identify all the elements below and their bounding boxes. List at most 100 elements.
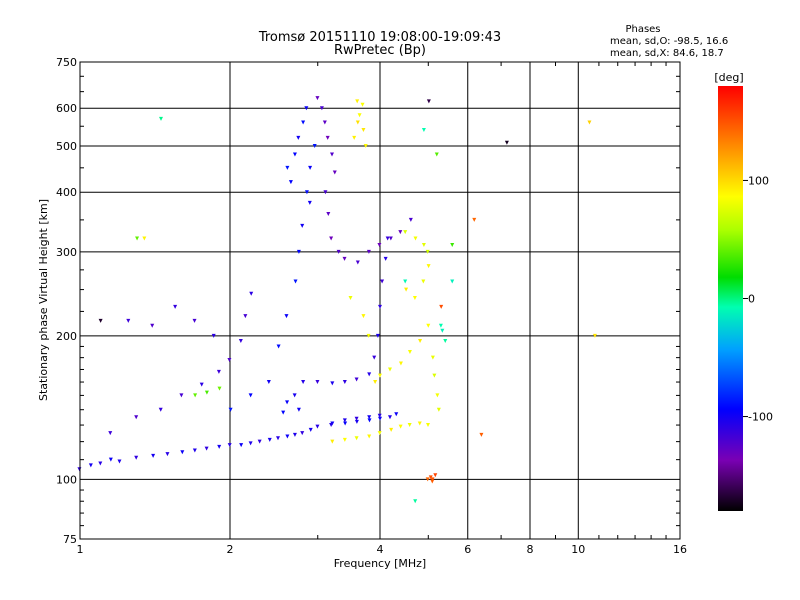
data-point	[293, 279, 298, 284]
data-point	[421, 279, 426, 284]
data-point	[342, 256, 347, 261]
data-point	[377, 431, 382, 436]
data-point	[135, 236, 140, 241]
data-point	[315, 424, 320, 429]
data-point	[329, 236, 334, 241]
x-tick-label: 16	[673, 543, 687, 556]
x-tick-label: 6	[464, 543, 471, 556]
data-point	[378, 304, 382, 309]
data-point	[436, 407, 441, 412]
x-axis-label: Frequency [MHz]	[334, 557, 426, 570]
data-point	[342, 418, 347, 423]
data-point	[354, 416, 359, 421]
y-tick-label: 400	[56, 186, 77, 199]
data-point	[326, 212, 331, 217]
data-point	[407, 423, 412, 428]
data-point	[292, 152, 297, 157]
data-point	[398, 230, 403, 235]
data-point	[450, 243, 455, 248]
data-point	[304, 106, 309, 111]
data-point	[342, 380, 347, 385]
data-point	[404, 287, 409, 292]
data-point	[165, 452, 170, 457]
data-point	[249, 291, 254, 296]
y-tick-label: 600	[56, 102, 77, 115]
data-point	[284, 314, 289, 319]
data-point	[388, 236, 393, 241]
data-point	[301, 120, 306, 125]
data-point	[126, 318, 131, 323]
data-point	[413, 236, 418, 241]
data-point	[435, 393, 440, 398]
data-point	[322, 120, 327, 125]
data-point	[248, 441, 253, 446]
data-point	[363, 143, 368, 148]
data-point	[243, 314, 248, 319]
data-point	[248, 393, 253, 398]
data-point	[443, 339, 448, 344]
data-point	[211, 333, 216, 338]
data-point	[387, 367, 392, 372]
data-point	[173, 304, 178, 309]
data-point	[417, 421, 422, 426]
data-point	[276, 344, 281, 349]
data-point	[425, 249, 430, 254]
colorbar-label: [deg]	[714, 71, 743, 84]
data-point	[323, 190, 328, 195]
data-point	[343, 421, 348, 426]
colorbar	[718, 86, 743, 511]
data-point	[403, 230, 408, 235]
data-point	[192, 318, 197, 323]
colorbar-ticks: 100 0 -100	[743, 174, 773, 424]
data-point	[117, 459, 122, 464]
data-point	[407, 349, 412, 354]
colorbar-tick-label: 0	[748, 293, 755, 306]
data-point	[204, 446, 209, 451]
data-point	[354, 436, 359, 441]
data-point	[307, 200, 312, 205]
legend-title: Phases	[625, 24, 660, 35]
data-point	[361, 128, 366, 133]
data-point	[504, 140, 509, 145]
data-point	[134, 415, 139, 420]
y-tick-label: 500	[56, 140, 77, 153]
data-point	[325, 135, 330, 140]
data-point	[296, 249, 301, 254]
chart-subtitle: RwPretec (Bp)	[334, 43, 426, 58]
y-tick-label: 75	[63, 533, 77, 546]
data-point	[193, 393, 198, 398]
data-point	[367, 434, 372, 439]
data-point	[408, 217, 413, 222]
data-point	[238, 339, 243, 344]
data-point	[296, 407, 301, 412]
data-point	[398, 361, 403, 366]
data-point	[300, 223, 305, 228]
data-point	[426, 99, 431, 104]
data-point	[413, 499, 418, 504]
data-point	[330, 381, 335, 386]
y-tick-label: 300	[56, 246, 77, 259]
data-point	[300, 431, 305, 436]
data-point	[315, 96, 320, 101]
data-point	[377, 413, 382, 418]
data-point	[342, 437, 347, 442]
data-point	[192, 448, 197, 453]
data-point	[592, 333, 597, 338]
data-point	[479, 432, 484, 437]
data-point	[330, 439, 335, 444]
data-point	[348, 296, 353, 301]
data-point	[367, 415, 372, 420]
data-point	[430, 355, 435, 360]
data-point	[179, 393, 184, 398]
y-axis-ticks: 75 100 200 300 400 500 600 750	[56, 56, 680, 546]
data-point	[430, 477, 435, 482]
data-point	[366, 333, 371, 338]
data-point	[336, 249, 341, 254]
data-point	[355, 99, 360, 104]
data-point	[367, 418, 372, 423]
data-point	[158, 407, 163, 412]
y-tick-label: 750	[56, 56, 77, 69]
data-point	[434, 152, 439, 157]
data-point	[108, 457, 113, 462]
